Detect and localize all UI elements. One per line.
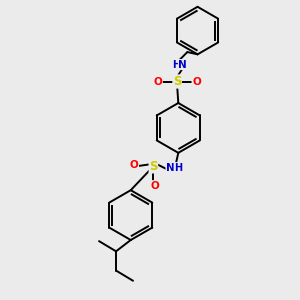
Text: O: O xyxy=(192,76,201,86)
Text: N: N xyxy=(178,59,187,70)
Text: S: S xyxy=(173,75,182,88)
Text: O: O xyxy=(154,76,162,86)
Text: O: O xyxy=(150,181,159,191)
Text: N: N xyxy=(166,163,175,172)
Text: H: H xyxy=(174,163,182,172)
Text: S: S xyxy=(149,160,158,173)
Text: H: H xyxy=(172,59,180,70)
Text: O: O xyxy=(130,160,139,170)
